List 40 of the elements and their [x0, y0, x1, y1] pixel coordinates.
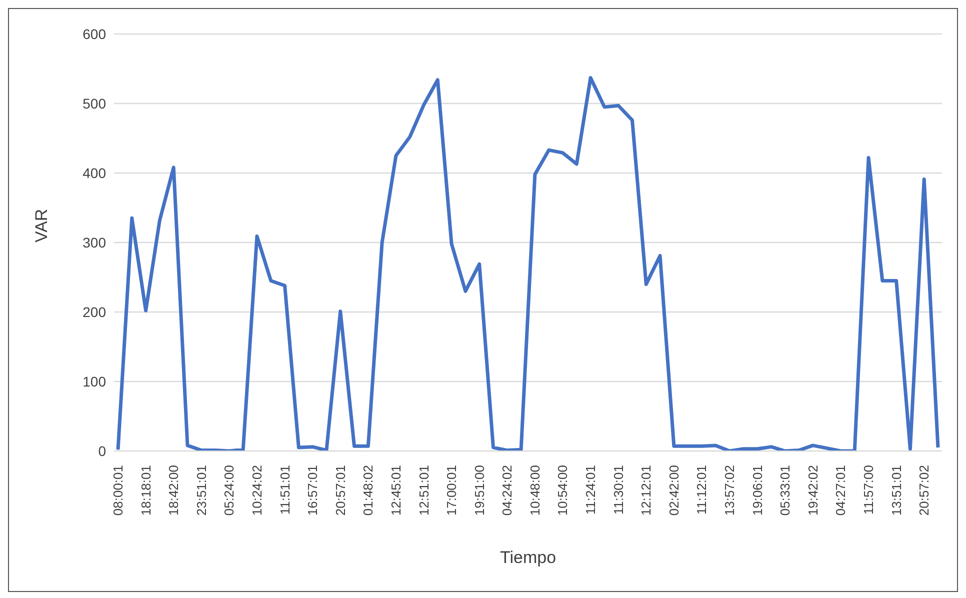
x-tick-label: 05:33:01	[778, 465, 793, 516]
x-axis-title: Tiempo	[500, 548, 556, 567]
x-tick-label: 13:51:01	[888, 465, 904, 516]
x-tick-label: 12:12:01	[638, 465, 654, 516]
x-tick-label: 08:00:01	[110, 465, 126, 516]
x-tick-label: 19:51:00	[472, 465, 487, 516]
x-tick-label: 10:54:00	[555, 465, 570, 516]
x-tick-label: 23:51:01	[194, 465, 209, 516]
y-tick-label: 500	[82, 95, 106, 112]
y-tick-label: 100	[82, 373, 106, 390]
x-tick-label: 10:48:00	[527, 465, 542, 516]
x-tick-label: 13:57:02	[722, 465, 738, 516]
x-tick-label: 11:24:01	[583, 465, 598, 515]
x-tick-label: 11:12:01	[694, 465, 710, 515]
x-tick-label: 16:57:01	[305, 465, 320, 516]
x-tick-label: 10:24:02	[249, 465, 264, 516]
x-tick-label: 18:18:01	[138, 465, 154, 516]
x-tick-label: 05:24:00	[222, 465, 237, 516]
y-axis-title: VAR	[32, 208, 52, 242]
line-series	[116, 76, 940, 451]
x-tick-label: 18:42:00	[166, 465, 182, 516]
x-tick-label: 11:57:00	[861, 465, 876, 515]
x-tick-label: 19:06:01	[750, 465, 765, 516]
x-tick-label: 20:57:01	[332, 465, 348, 516]
y-tick-label: 600	[82, 26, 106, 42]
x-tick-label: 20:57:02	[916, 465, 932, 516]
y-tick-label: 0	[98, 442, 106, 459]
x-tick-label: 17:00:01	[444, 465, 460, 516]
x-tick-label: 04:24:02	[500, 465, 515, 516]
y-tick-label: 400	[82, 164, 106, 181]
x-tick-label: 11:30:01	[610, 465, 626, 515]
y-tick-label: 200	[82, 304, 106, 320]
y-tick-label: 300	[82, 234, 106, 250]
x-tick-label: 01:48:02	[360, 465, 376, 516]
x-tick-label: 04:27:01	[833, 465, 848, 516]
x-tick-label: 02:42:00	[666, 465, 682, 516]
x-tick-label: 11:51:01	[277, 465, 292, 515]
x-tick-label: 12:51:01	[416, 465, 432, 516]
x-tick-label: 12:45:01	[388, 465, 404, 516]
x-tick-label: 19:42:02	[805, 465, 820, 516]
